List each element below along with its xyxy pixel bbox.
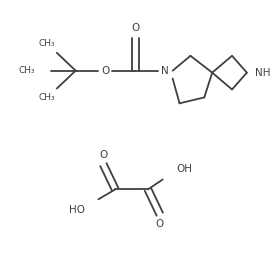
Text: CH₃: CH₃ <box>19 66 35 75</box>
Text: CH₃: CH₃ <box>39 93 55 102</box>
Text: O: O <box>131 23 139 33</box>
Text: O: O <box>101 66 109 76</box>
Text: CH₃: CH₃ <box>39 39 55 48</box>
Text: HO: HO <box>69 205 84 215</box>
Text: OH: OH <box>177 164 193 174</box>
Text: NH: NH <box>255 68 270 78</box>
Text: O: O <box>99 150 107 160</box>
Text: O: O <box>156 219 164 229</box>
Text: N: N <box>161 66 169 76</box>
